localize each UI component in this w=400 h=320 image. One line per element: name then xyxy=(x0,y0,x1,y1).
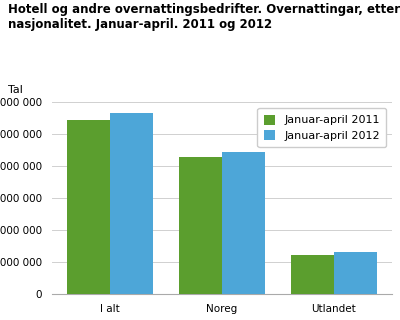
Text: Hotell og andre overnattingsbedrifter. Overnattingar, etter gjestene sin
nasjona: Hotell og andre overnattingsbedrifter. O… xyxy=(8,3,400,31)
Bar xyxy=(180,157,222,294)
Bar xyxy=(110,113,152,294)
Bar xyxy=(334,252,376,294)
Bar xyxy=(222,152,264,294)
Bar xyxy=(292,255,334,294)
Text: Tal: Tal xyxy=(8,85,23,95)
Bar xyxy=(68,120,110,294)
Legend: Januar-april 2011, Januar-april 2012: Januar-april 2011, Januar-april 2012 xyxy=(258,108,386,147)
